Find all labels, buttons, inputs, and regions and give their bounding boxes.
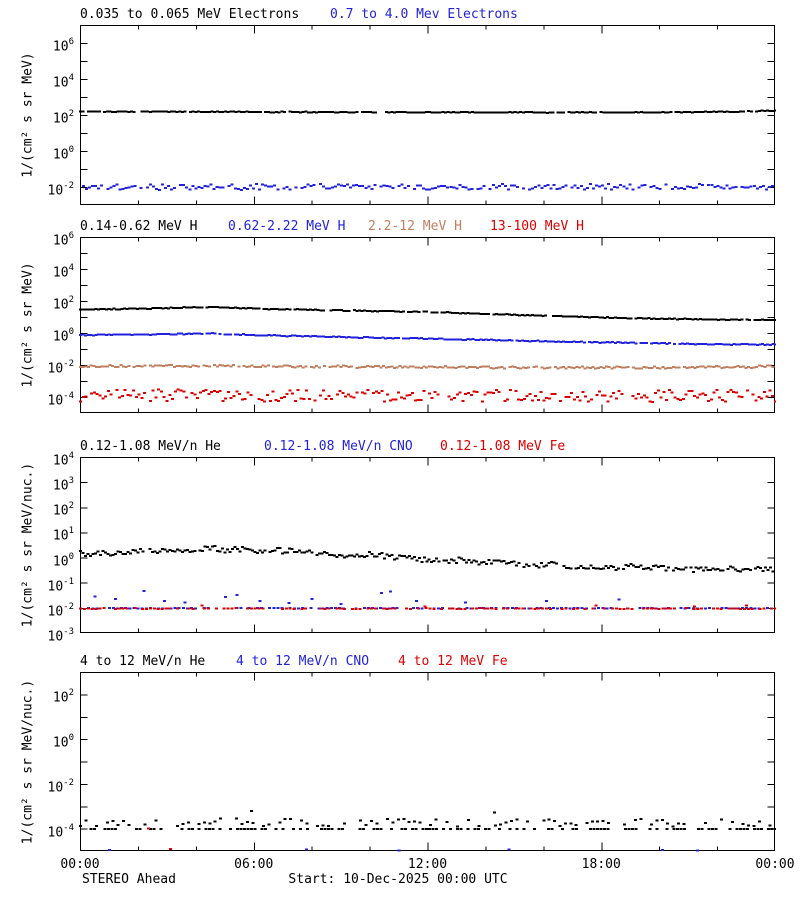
spacecraft-label: STEREO Ahead — [82, 872, 176, 887]
panel-1-y-axis-label: 1/(cm² s sr MeV) — [20, 52, 36, 178]
panel-3-title-2: 0.12-1.08 MeV/n CNO — [264, 439, 413, 454]
panel-1-ytick-1e0: 100 — [52, 145, 74, 163]
series-points-3-2 — [87, 589, 776, 610]
panel-2-ytick-1e6: 106 — [52, 231, 74, 249]
series-points-4-2 — [79, 809, 772, 828]
panel-3-title-3: 0.12-1.08 MeV Fe — [440, 439, 566, 454]
panel-3-ytick-1e2: 102 — [52, 501, 74, 519]
panel-1-title-1: 0.035 to 0.065 MeV Electrons — [80, 7, 300, 22]
panel-4-ytick-1e2: 102 — [52, 688, 74, 706]
panel-2-ytick-1e4: 104 — [52, 263, 74, 281]
panel-2-ytick-1e-4: 10-4 — [47, 391, 75, 409]
panel-2-title-4: 13-100 MeV H — [490, 219, 584, 234]
xtick-label-5: 00:00 — [755, 857, 795, 872]
series-points-2-3 — [79, 363, 775, 370]
panel-1-title-2: 0.7 to 4.0 Mev Electrons — [330, 7, 518, 22]
panel-4-ytick-1e-4: 10-4 — [47, 822, 75, 840]
xtick-label-4: 18:00 — [581, 857, 621, 872]
panel-3-ytick-1e0: 100 — [52, 551, 74, 569]
panel-1-ytick-1e4: 104 — [52, 73, 74, 91]
series-points-4-1 — [89, 827, 776, 830]
panel-2-ytick-1e2: 102 — [52, 295, 74, 313]
series-points-4-4 — [147, 827, 172, 850]
series-points-1-2 — [82, 183, 774, 191]
panel-2-title-2: 0.62-2.22 MeV H — [228, 219, 346, 234]
panel-3-y-axis-label: 1/(cm² s sr MeV/nuc.) — [20, 462, 36, 628]
panel-4-plot — [79, 672, 776, 852]
xtick-label-3: 12:00 — [407, 857, 448, 872]
start-time-label: Start: 10-Dec-2025 00:00 UTC — [288, 872, 508, 887]
series-points-2-1 — [79, 305, 776, 322]
panel-2-y-axis-label: 1/(cm² s sr MeV) — [20, 262, 36, 388]
panel-4-ytick-1e0: 100 — [52, 733, 74, 751]
panel-2-title-1: 0.14-0.62 MeV H — [80, 219, 198, 234]
panel-1-plot — [79, 25, 776, 205]
series-points-4-3 — [108, 848, 699, 852]
panel-2-title-3: 2.2-12 MeV H — [368, 219, 462, 234]
panel-2-ytick-1e-2: 10-2 — [47, 359, 75, 377]
series-points-3-3 — [79, 604, 776, 610]
panel-4-ytick-1e-2: 10-2 — [47, 777, 75, 796]
xtick-label-2: 06:00 — [234, 857, 274, 872]
panel-4-y-axis-label: 1/(cm² s sr MeV/nuc.) — [20, 679, 36, 844]
series-points-3-1 — [79, 544, 775, 574]
panel-4-title-2: 4 to 12 MeV/n CNO — [236, 654, 370, 669]
panel-1-ytick-1e-2: 10-2 — [47, 181, 75, 199]
panel-2-ytick-1e0: 100 — [52, 327, 74, 345]
panel-3-plot — [79, 457, 776, 633]
panel-3-ytick-1e-3: 10-3 — [47, 627, 75, 645]
panel-1-ytick-1e6: 106 — [52, 37, 74, 55]
panel-3-ytick-1e-1: 10-1 — [47, 576, 75, 595]
panel-2-plot — [79, 237, 776, 413]
series-points-1-1 — [79, 109, 776, 114]
panel-1-ytick-1e2: 102 — [52, 109, 74, 127]
panel-4-title-1: 4 to 12 MeV/n He — [80, 654, 206, 669]
panel-3-title-1: 0.12-1.08 MeV/n He — [80, 439, 221, 454]
panel-3-ytick-1e-2: 10-2 — [47, 601, 75, 620]
panel-3-ytick-1e1: 101 — [52, 526, 74, 544]
panel-3-ytick-1e4: 104 — [52, 451, 74, 469]
series-points-2-4 — [79, 388, 776, 403]
panel-4-title-3: 4 to 12 MeV Fe — [398, 654, 508, 669]
xtick-label-1: 00:00 — [60, 857, 100, 872]
series-points-2-2 — [79, 332, 776, 347]
panel-3-ytick-1e3: 103 — [52, 476, 74, 494]
